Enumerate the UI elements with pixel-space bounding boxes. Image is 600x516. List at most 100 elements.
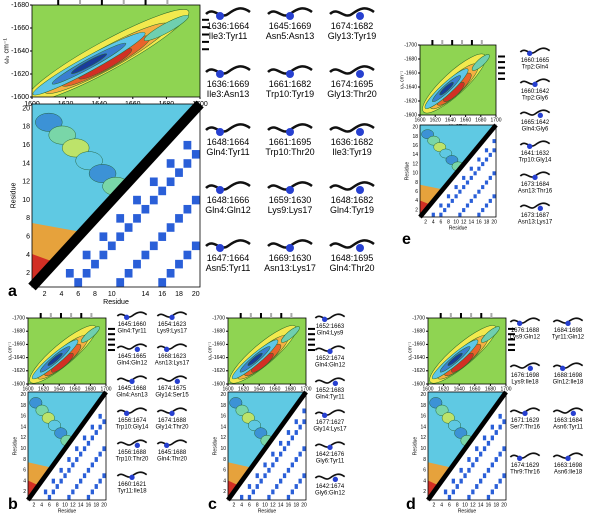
contact xyxy=(149,241,158,251)
contact xyxy=(267,467,271,473)
pair-frequency: 1663:1698 xyxy=(554,463,583,469)
pair-residues: Gln4:Lys9 xyxy=(317,331,344,337)
y-tick-label: -1640 xyxy=(11,48,29,55)
y-tick-label: 8 xyxy=(26,215,30,222)
contact xyxy=(107,241,116,251)
pair-frequency: 1676:1698 xyxy=(511,373,540,379)
contact xyxy=(486,494,491,500)
contact xyxy=(481,208,485,213)
pair-frequency: 1645:1668 xyxy=(118,386,147,392)
contact xyxy=(477,212,481,217)
residue-ball xyxy=(327,348,333,355)
x-tick-label: 10 xyxy=(62,502,68,508)
x-tick-label: 18 xyxy=(175,291,183,298)
contour xyxy=(439,82,454,96)
x-tick-label: 18 xyxy=(93,502,99,508)
y-axis-label: ω₃ cm⁻¹ xyxy=(207,342,213,361)
pair-residues: Trp10:Gly14 xyxy=(116,425,149,431)
contact xyxy=(488,152,492,157)
residue-ball xyxy=(537,112,543,119)
diagonal xyxy=(28,100,204,291)
contact xyxy=(166,223,175,232)
y-tick-label: 6 xyxy=(415,189,418,195)
contact-map xyxy=(418,123,498,219)
spectrum xyxy=(28,318,106,384)
contact xyxy=(298,451,302,457)
x-tick-label: 18 xyxy=(493,502,499,508)
marker xyxy=(79,0,82,5)
contact xyxy=(175,168,183,177)
y-axis-label: Residue xyxy=(404,162,410,181)
residue-ball xyxy=(286,244,294,252)
x-tick-label: 1640 xyxy=(454,386,465,392)
contour xyxy=(35,112,63,132)
contact xyxy=(271,451,275,457)
contact xyxy=(502,419,506,425)
contact xyxy=(479,478,483,484)
peptide-icon xyxy=(205,239,251,249)
y-tick-label: 8 xyxy=(423,457,426,463)
pair-residues: Asn13:Thr16 xyxy=(518,189,553,195)
contact xyxy=(465,203,470,208)
y-tick-label: -1620 xyxy=(11,71,29,78)
panel-label: c xyxy=(208,496,217,513)
residue-ball xyxy=(327,444,333,451)
marker xyxy=(508,333,515,336)
pair-residues: Asn13:Lys17 xyxy=(155,361,190,367)
pair-residues: Tyr11:Ile18 xyxy=(117,489,147,495)
pair-frequency: 1652:1683 xyxy=(316,388,345,394)
y-tick-label: 14 xyxy=(220,424,226,430)
x-tick-label: 1640 xyxy=(445,117,456,123)
pair-frequency: 1652:1674 xyxy=(316,356,345,362)
contour xyxy=(480,326,500,343)
x-tick-label: 16 xyxy=(86,502,92,508)
pair-residues: Gly6:Tyr11 xyxy=(316,459,345,465)
pair-residues: Gly13:Thr20 xyxy=(327,89,377,99)
contact xyxy=(467,457,471,462)
contact xyxy=(75,484,79,489)
contact xyxy=(469,166,473,171)
contact xyxy=(133,214,141,223)
pair-residues: Gln4:Tyr11 xyxy=(206,147,249,157)
contact xyxy=(492,148,496,153)
x-axis-label: Residue xyxy=(258,508,277,514)
pair-frequency: 1661:1695 xyxy=(269,137,312,147)
x-tick-label: 20 xyxy=(101,502,107,508)
x-tick-label: 20 xyxy=(192,291,200,298)
contact-map xyxy=(426,390,508,502)
y-tick-label: 12 xyxy=(420,435,426,441)
contact xyxy=(149,177,158,187)
contact xyxy=(271,489,275,495)
pair-frequency: 1636:1682 xyxy=(331,137,374,147)
peptide-icon xyxy=(156,343,188,350)
y-tick-label: -1600 xyxy=(212,381,225,387)
contact xyxy=(175,259,183,269)
y-tick-label: 10 xyxy=(22,197,30,204)
y-tick-label: 20 xyxy=(412,125,418,131)
pair-frequency: 1661:1682 xyxy=(269,79,312,89)
x-tick-label: 4 xyxy=(59,291,63,298)
contact xyxy=(451,489,455,495)
contact xyxy=(43,489,48,495)
x-tick-label: 8 xyxy=(456,502,459,508)
marker xyxy=(439,313,442,318)
contact xyxy=(462,175,466,180)
pair-residues: Gln4:Gln12 xyxy=(315,363,346,369)
contact xyxy=(94,484,98,489)
contact xyxy=(259,478,263,484)
contact xyxy=(290,462,294,468)
contact xyxy=(82,435,87,441)
residue-ball xyxy=(134,442,140,449)
x-tick-label: 4 xyxy=(240,502,243,508)
peptide-icon xyxy=(509,452,541,459)
pair-residues: Gln4:Thr20 xyxy=(329,263,374,273)
y-tick-label: 18 xyxy=(22,124,30,131)
contact xyxy=(82,473,87,479)
x-tick-label: 20 xyxy=(491,219,497,225)
contour xyxy=(280,326,300,343)
residue-ball xyxy=(216,70,224,78)
x-tick-label: 8 xyxy=(56,502,59,508)
contact xyxy=(459,467,463,473)
marker xyxy=(508,349,515,352)
